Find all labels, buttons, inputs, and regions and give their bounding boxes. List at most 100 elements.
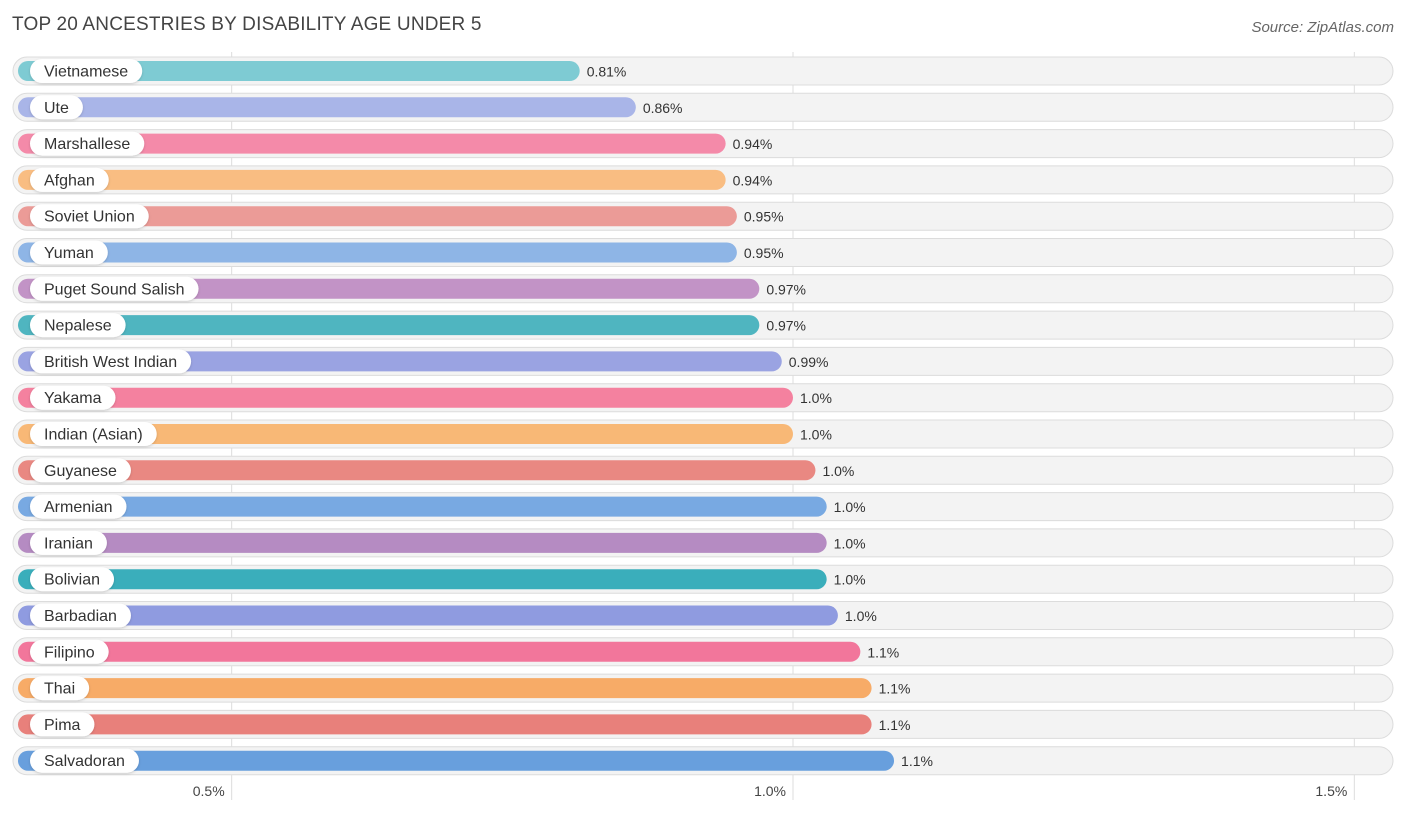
category-pill (30, 204, 149, 229)
category-pill (30, 494, 127, 519)
bar (18, 351, 782, 372)
x-tick-label: 0.5% (193, 783, 225, 799)
bar (18, 605, 838, 626)
bar-row: Thai 1.1% (12, 673, 1394, 703)
category-label: British West Indian (44, 354, 177, 371)
value-label: 1.1% (901, 753, 933, 769)
bar-row: Bolivian 1.0% (12, 564, 1394, 594)
bar (18, 460, 816, 481)
category-pill (30, 603, 131, 628)
category-pill (30, 639, 109, 664)
bar (18, 532, 827, 553)
bar (18, 315, 760, 336)
x-tick-label: 1.0% (754, 783, 786, 799)
bar-row: Ute 0.86% (12, 92, 1394, 122)
bar (18, 569, 827, 590)
value-label: 1.0% (845, 608, 877, 624)
category-label: Vietnamese (44, 64, 128, 81)
category-pill (30, 712, 95, 737)
value-label: 1.0% (834, 535, 866, 551)
value-label: 0.94% (733, 136, 773, 152)
value-label: 1.0% (800, 427, 832, 443)
bar-row: Vietnamese 0.81% (12, 56, 1394, 86)
value-label: 0.95% (744, 209, 784, 225)
value-label: 1.1% (879, 717, 911, 733)
category-pill (30, 349, 192, 374)
chart-title: TOP 20 ANCESTRIES BY DISABILITY AGE UNDE… (12, 14, 482, 35)
source-credit: Source: ZipAtlas.com (1251, 19, 1394, 36)
category-label: Thai (44, 681, 75, 698)
bar (18, 242, 737, 263)
category-label: Filipino (44, 644, 95, 661)
category-label: Indian (Asian) (44, 427, 143, 444)
value-label: 0.86% (643, 100, 683, 116)
category-pill (30, 567, 115, 592)
bar-row: Armenian 1.0% (12, 492, 1394, 522)
category-pill (30, 59, 143, 83)
category-label: Guyanese (44, 463, 117, 480)
category-label: Soviet Union (44, 209, 135, 226)
bar (18, 133, 726, 154)
bar-row: Pima 1.1% (12, 709, 1394, 739)
x-tick-label: 1.5% (1315, 783, 1347, 799)
bar-row: Marshallese 0.94% (12, 129, 1394, 159)
category-pill (30, 530, 107, 555)
bar-row: Iranian 1.0% (12, 528, 1394, 558)
value-label: 0.94% (733, 172, 773, 188)
value-label: 1.0% (800, 390, 832, 406)
bar (18, 278, 760, 299)
bar (18, 424, 793, 444)
category-pill (30, 385, 116, 410)
category-pill (30, 276, 199, 301)
category-label: Afghan (44, 172, 95, 189)
bar (18, 714, 872, 735)
category-label: Marshallese (44, 136, 130, 153)
bar (18, 750, 895, 771)
bar-row: Yuman 0.95% (12, 238, 1394, 267)
bar-row: Guyanese 1.0% (12, 455, 1394, 485)
value-label: 0.97% (766, 318, 806, 334)
category-pill (30, 313, 126, 338)
category-pill (30, 95, 83, 120)
category-pill (30, 458, 131, 483)
category-pill (30, 676, 90, 701)
bar (18, 387, 793, 408)
bar-row: Yakama 1.0% (12, 383, 1394, 413)
category-pill (30, 748, 139, 773)
category-label: Bolivian (44, 572, 100, 589)
value-label: 1.0% (834, 499, 866, 515)
value-label: 1.1% (879, 681, 911, 697)
category-label: Puget Sound Salish (44, 281, 185, 298)
category-pill (30, 422, 157, 446)
bar-row: Barbadian 1.0% (12, 601, 1394, 630)
category-label: Ute (44, 100, 69, 117)
category-label: Iranian (44, 535, 93, 552)
category-label: Yakama (44, 390, 102, 407)
value-label: 0.99% (789, 354, 829, 370)
category-label: Nepalese (44, 318, 112, 335)
bar (18, 97, 636, 118)
value-label: 1.1% (867, 644, 899, 660)
bar (18, 496, 827, 517)
bar-row: Filipino 1.1% (12, 637, 1394, 667)
bar-row: British West Indian 0.99% (12, 346, 1394, 376)
bar (18, 206, 737, 227)
bar (18, 169, 726, 190)
value-label: 0.81% (587, 64, 627, 80)
bar-row: Salvadoran 1.1% (12, 746, 1394, 776)
bar-row: Indian (Asian) 1.0% (12, 419, 1394, 449)
category-label: Armenian (44, 499, 112, 516)
bar (18, 678, 872, 699)
bar-row: Nepalese 0.97% (12, 310, 1394, 340)
bar (18, 641, 861, 662)
bar-row: Puget Sound Salish 0.97% (12, 274, 1394, 304)
category-label: Yuman (44, 245, 94, 262)
category-pill (30, 167, 109, 192)
value-label: 1.0% (822, 463, 854, 479)
category-label: Salvadoran (44, 753, 125, 770)
category-pill (30, 131, 145, 156)
category-label: Pima (44, 717, 81, 734)
value-label: 0.95% (744, 245, 784, 261)
bar-row: Soviet Union 0.95% (12, 201, 1394, 231)
